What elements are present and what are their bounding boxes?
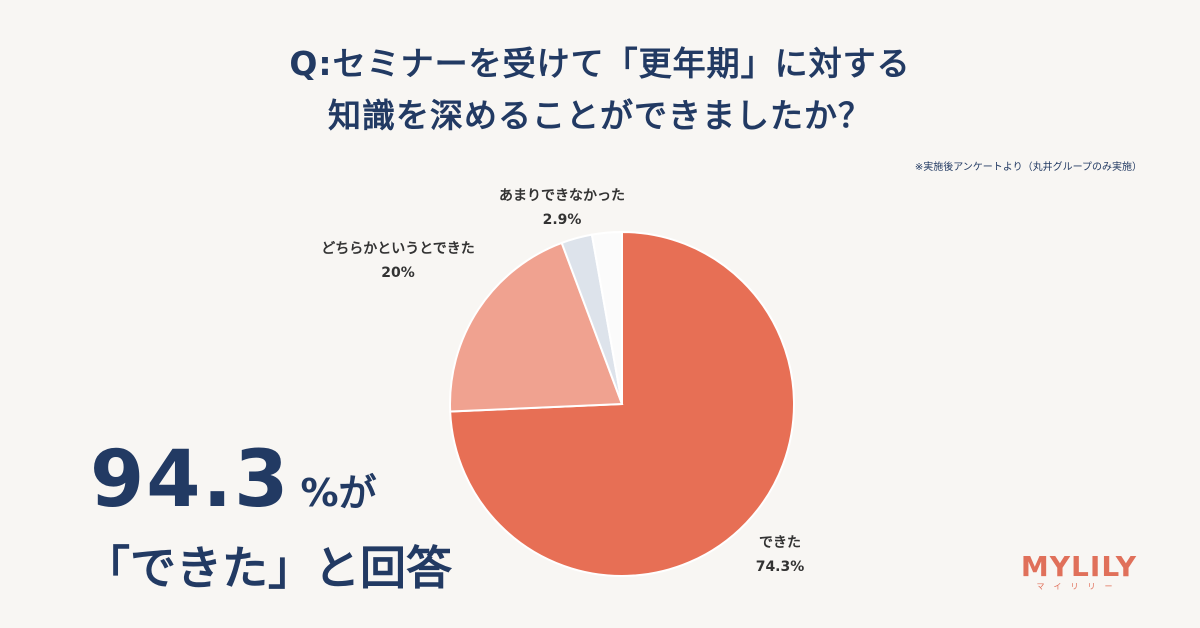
title-line-2: 知識を深めることができましたか？ [328,96,872,135]
slice-value-label-2: 2.9% [543,212,582,228]
slice-value-label-1: 20% [381,265,415,281]
slice-value-label-0: 74.3% [756,559,805,575]
logo-wordmark: MYLILY [1020,550,1138,583]
headline-answer: 「できた」と回答 [84,541,452,595]
mylily-logo: MYLILY マイリリー [1018,552,1140,592]
slice-label-2: あまりできなかった [499,188,625,204]
survey-note: ※実施後アンケートより（丸井グループのみ実施） [914,162,1142,173]
logo-katakana: マイリリー [1036,582,1122,591]
headline: 94.3 %が [90,436,377,524]
pie-slice-1 [449,241,624,413]
headline-percentage: 94.3 [90,435,291,525]
headline-suffix: %が [300,471,377,515]
pie-slice-3 [590,230,623,405]
chart-title: Q:セミナーを受けて「更年期」に対する 知識を深めることができましたか？ [0,38,1200,142]
title-line-1: Q:セミナーを受けて「更年期」に対する [289,44,911,83]
slice-label-0: できた [759,535,801,551]
slice-label-1: どちらかというとできた [321,241,475,257]
